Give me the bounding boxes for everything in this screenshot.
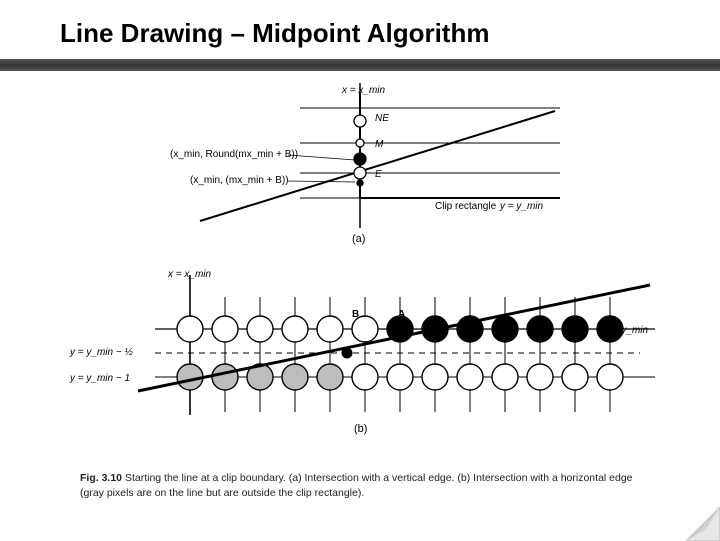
label-exact-point: (x_min, (mx_min + B)) [190, 175, 289, 186]
svg-text:E: E [375, 169, 382, 180]
caption-text: Starting the line at a clip boundary. (a… [80, 472, 633, 499]
figure-caption: Fig. 3.10 Starting the line at a clip bo… [80, 471, 650, 500]
label-y-eq-ymin-a: y = y_min [500, 201, 543, 212]
page-curl-icon [686, 507, 720, 541]
label-x-eq-xmin-a: x = x_min [342, 85, 385, 96]
label-clip-rectangle: Clip rectangle [435, 201, 496, 212]
label-y-half: y = y_min − ½ [70, 347, 133, 358]
diagram-zone: NE M E (a) x = x_min y = y_min (x_min, Rou… [0, 71, 720, 541]
figure-a-tag: (a) [352, 233, 365, 245]
page-title: Line Drawing – Midpoint Algorithm [60, 18, 720, 49]
label-round-point: (x_min, Round(mx_min + B)) [170, 149, 298, 160]
svg-text:NE: NE [375, 113, 389, 124]
title-underline-bar [0, 59, 720, 71]
caption-label: Fig. 3.10 [80, 472, 122, 484]
figure-b-svg [60, 267, 660, 447]
figure-b: (b) x = x_min y = y_min y = y_min − ½ y … [60, 267, 660, 447]
label-B: B [352, 309, 359, 320]
label-A: A [398, 309, 405, 320]
figure-a: NE M E (a) x = x_min y = y_min (x_min, Rou… [160, 83, 560, 248]
title-area: Line Drawing – Midpoint Algorithm [0, 0, 720, 55]
svg-text:M: M [375, 139, 384, 150]
label-y-eq-ymin-b: y = y_min [605, 325, 648, 336]
figure-a-svg: NE M E [160, 83, 560, 248]
figure-b-tag: (b) [354, 423, 367, 435]
label-y-minus1: y = y_min − 1 [70, 373, 130, 384]
label-x-eq-xmin-b: x = x_min [168, 269, 211, 280]
